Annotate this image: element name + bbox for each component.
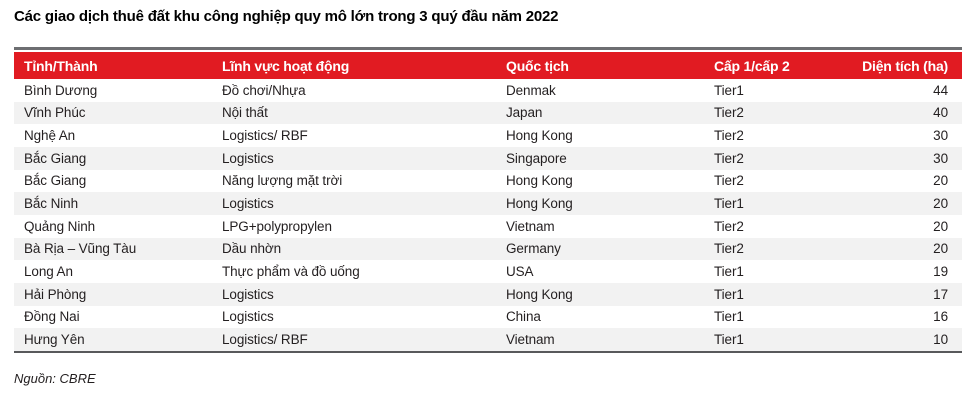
cell-tier: Tier1 [714, 286, 744, 302]
cell-sector: Logistics/ RBF [222, 128, 308, 144]
cell-area: 16 [933, 309, 948, 325]
cell-sector: Logistics [222, 150, 274, 166]
cell-area: 44 [933, 82, 948, 98]
column-header-province: Tỉnh/Thành [24, 57, 98, 74]
table-header-row: Tỉnh/Thành Lĩnh vực hoạt động Quốc tịch … [14, 52, 962, 79]
cell-tier: Tier1 [714, 264, 744, 280]
cell-tier: Tier1 [714, 309, 744, 325]
cell-province: Hưng Yên [24, 332, 85, 348]
cell-nationality: Hong Kong [506, 196, 573, 212]
cell-province: Bắc Ninh [24, 196, 78, 212]
cell-area: 10 [933, 332, 948, 348]
cell-nationality: Vietnam [506, 332, 555, 348]
cell-nationality: USA [506, 264, 534, 280]
cell-nationality: Germany [506, 241, 561, 257]
cell-nationality: Vietnam [506, 218, 555, 234]
cell-area: 19 [933, 264, 948, 280]
cell-area: 30 [933, 128, 948, 144]
table-bottom-rule [14, 350, 962, 353]
table-row: Long An Thực phẩm và đồ uống USA Tier1 1… [14, 260, 962, 283]
table-row: Bắc Giang Năng lượng mặt trời Hong Kong … [14, 170, 962, 193]
cell-area: 17 [933, 286, 948, 302]
table-row: Quảng Ninh LPG+polypropylen Vietnam Tier… [14, 215, 962, 238]
cell-sector: Năng lượng mặt trời [222, 173, 343, 189]
cell-nationality: Singapore [506, 150, 567, 166]
column-header-tier: Cấp 1/cấp 2 [714, 57, 790, 74]
table-row: Bà Rịa – Vũng Tàu Dầu nhờn Germany Tier2… [14, 237, 962, 261]
cell-tier: Tier2 [714, 173, 744, 189]
cell-sector: Đồ chơi/Nhựa [222, 82, 306, 98]
cell-tier: Tier2 [714, 128, 744, 144]
cell-nationality: China [506, 309, 541, 325]
table-row: Bình Dương Đồ chơi/Nhựa Denmak Tier1 44 [14, 79, 962, 102]
cell-nationality: Denmak [506, 82, 556, 98]
cell-tier: Tier2 [714, 105, 744, 121]
column-header-sector: Lĩnh vực hoạt động [222, 57, 350, 74]
cell-sector: Nội thất [222, 105, 268, 121]
cell-province: Hải Phòng [24, 286, 87, 302]
cell-tier: Tier2 [714, 218, 744, 234]
table-row: Bắc Ninh Logistics Hong Kong Tier1 20 [14, 192, 962, 215]
cell-province: Vĩnh Phúc [24, 105, 86, 121]
cell-nationality: Hong Kong [506, 173, 573, 189]
table-top-rule [14, 47, 962, 50]
cell-tier: Tier2 [714, 241, 744, 257]
cell-province: Đồng Nai [24, 309, 80, 325]
cell-area: 20 [933, 196, 948, 212]
cell-area: 20 [933, 241, 948, 257]
cell-tier: Tier1 [714, 196, 744, 212]
cell-area: 30 [933, 150, 948, 166]
cell-tier: Tier2 [714, 150, 744, 166]
cell-sector: Logistics/ RBF [222, 332, 308, 348]
cell-sector: Logistics [222, 196, 274, 212]
cell-sector: LPG+polypropylen [222, 218, 332, 234]
cell-tier: Tier1 [714, 82, 744, 98]
table-body: Bình Dương Đồ chơi/Nhựa Denmak Tier1 44 … [14, 79, 962, 351]
source-note: Nguồn: CBRE [14, 371, 96, 386]
cell-sector: Thực phẩm và đồ uống [222, 264, 360, 280]
cell-province: Bà Rịa – Vũng Tàu [24, 241, 137, 257]
cell-area: 20 [933, 218, 948, 234]
table-row: Hưng Yên Logistics/ RBF Vietnam Tier1 10 [14, 328, 962, 351]
cell-nationality: Hong Kong [506, 128, 573, 144]
table-row: Vĩnh Phúc Nội thất Japan Tier2 40 [14, 101, 962, 125]
table-row: Đồng Nai Logistics China Tier1 16 [14, 306, 962, 329]
cell-sector: Logistics [222, 309, 274, 325]
cell-province: Nghệ An [24, 128, 76, 144]
cell-province: Bắc Giang [24, 150, 87, 166]
table-row: Nghệ An Logistics/ RBF Hong Kong Tier2 3… [14, 124, 962, 147]
cell-province: Bình Dương [24, 82, 98, 98]
cell-province: Quảng Ninh [24, 218, 96, 234]
cell-nationality: Japan [506, 105, 543, 121]
table-row: Bắc Giang Logistics Singapore Tier2 30 [14, 146, 962, 170]
cell-nationality: Hong Kong [506, 286, 573, 302]
column-header-nationality: Quốc tịch [506, 57, 569, 74]
cell-tier: Tier1 [714, 332, 744, 348]
cell-area: 40 [933, 105, 948, 121]
cell-sector: Dầu nhờn [222, 241, 282, 257]
page-title: Các giao dịch thuê đất khu công nghiệp q… [14, 8, 559, 25]
column-header-area: Diện tích (ha) [862, 57, 948, 74]
industrial-land-lease-table: Tỉnh/Thành Lĩnh vực hoạt động Quốc tịch … [14, 47, 962, 353]
cell-province: Bắc Giang [24, 173, 87, 189]
cell-area: 20 [933, 173, 948, 189]
cell-province: Long An [24, 264, 73, 280]
cell-sector: Logistics [222, 286, 274, 302]
table-row: Hải Phòng Logistics Hong Kong Tier1 17 [14, 282, 962, 306]
